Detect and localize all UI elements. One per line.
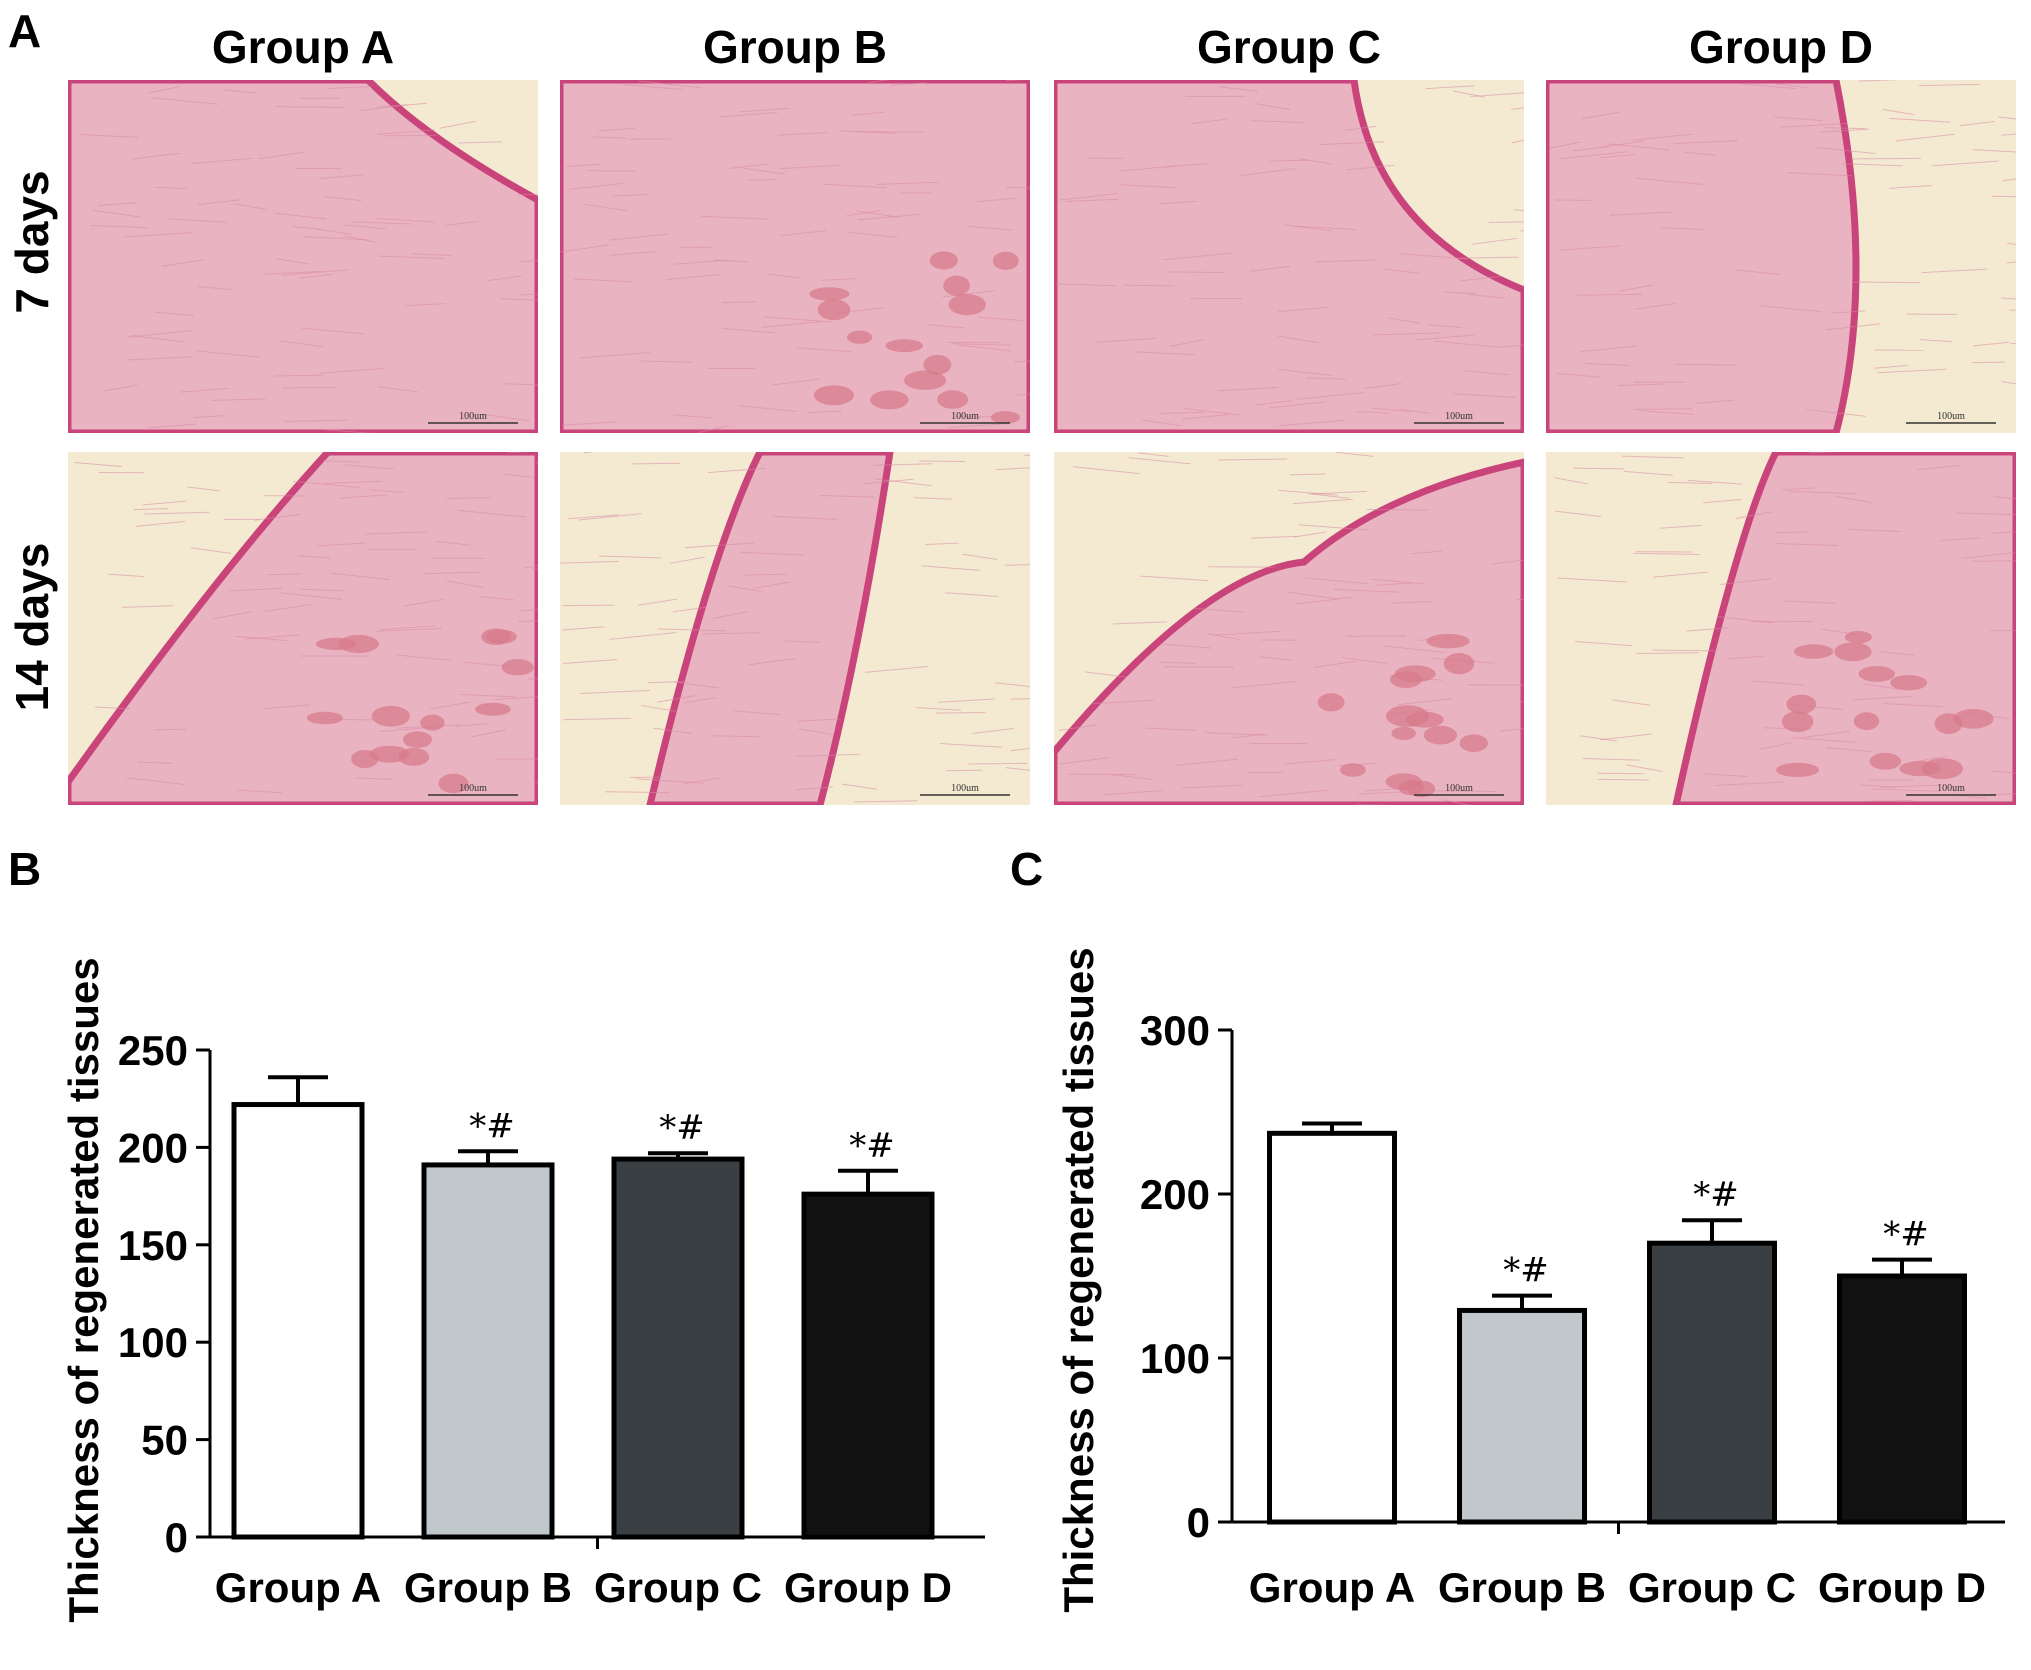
micrograph-14-days-group-b: 100um [560,452,1030,805]
y-axis-label-B: Thickness of regenerated tissues [60,957,107,1622]
x-tick-label-C-3: Group D [1818,1564,1986,1611]
col-header-group-a: Group A [211,21,395,73]
y-tick-label-C: 100 [1140,1335,1210,1382]
micrograph-14-days-group-a: 100um [68,452,538,805]
y-tick-label-C: 200 [1140,1171,1210,1218]
bar-B-group-c [611,1156,745,1540]
y-axis-label-C: Thickness of regenerated tissues [1055,947,1102,1612]
y-tick-label-B: 250 [118,1027,188,1074]
micrograph-7-days-group-c: 100um [1054,80,1524,433]
col-header-group-b: Group B [703,21,887,73]
x-tick-label-C-1: Group B [1438,1564,1606,1611]
x-tick-label-C-2: Group C [1628,1564,1796,1611]
svg-text:100um: 100um [1445,411,1473,422]
significance-marker-B-3: *# [849,1126,895,1166]
micrograph-7-days-group-d: 100um [1546,80,2016,433]
svg-text:100um: 100um [1937,411,1965,422]
svg-text:100um: 100um [459,411,487,422]
col-header-group-c: Group C [1197,21,1381,73]
panel-letter-c: C [1010,843,1044,895]
bar-B-group-b [421,1162,555,1540]
bar-C-group-a [1267,1130,1397,1525]
panel-letter-a: A [8,5,42,57]
significance-marker-B-2: *# [659,1108,705,1148]
y-tick-label-C: 0 [1187,1499,1210,1546]
y-tick-label-B: 50 [141,1417,188,1464]
micrograph-14-days-group-d: 100um [1546,452,2016,805]
svg-text:100um: 100um [951,411,979,422]
y-tick-label-C: 300 [1140,1007,1210,1054]
col-header-group-d: Group D [1689,21,1873,73]
y-tick-label-B: 0 [165,1514,188,1561]
panel-letter-b: B [8,843,42,895]
x-tick-label-B-2: Group C [594,1564,762,1611]
bar-C-group-d [1837,1273,1967,1525]
significance-marker-C-1: *# [1503,1251,1549,1291]
micrograph-7-days-group-a: 100um [68,80,538,433]
bar-B-group-d [801,1191,935,1540]
y-tick-label-B: 100 [118,1319,188,1366]
y-tick-label-B: 150 [118,1222,188,1269]
svg-text:100um: 100um [951,783,979,794]
significance-marker-C-3: *# [1883,1215,1929,1255]
x-tick-label-B-0: Group A [215,1564,381,1611]
x-tick-label-B-1: Group B [404,1564,572,1611]
y-tick-label-B: 200 [118,1124,188,1171]
bar-C-group-b [1457,1307,1587,1525]
x-tick-label-B-3: Group D [784,1564,952,1611]
svg-text:100um: 100um [459,783,487,794]
x-tick-label-C-0: Group A [1249,1564,1415,1611]
micrograph-7-days-group-b: 100um [560,80,1030,433]
bar-B-group-a [231,1102,365,1540]
significance-marker-C-2: *# [1693,1175,1739,1215]
micrograph-14-days-group-c: 100um [1054,452,1524,805]
svg-text:100um: 100um [1445,783,1473,794]
svg-text:100um: 100um [1937,783,1965,794]
significance-marker-B-1: *# [469,1106,515,1146]
bar-C-group-c [1647,1240,1777,1525]
